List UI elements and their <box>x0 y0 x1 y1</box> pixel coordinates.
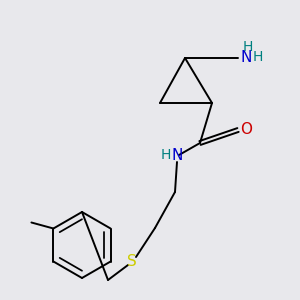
Text: O: O <box>240 122 252 137</box>
Text: S: S <box>127 254 137 268</box>
Text: H: H <box>253 50 263 64</box>
Text: H: H <box>243 40 253 54</box>
Text: H: H <box>161 148 171 162</box>
Text: N: N <box>171 148 183 163</box>
Text: N: N <box>240 50 252 65</box>
